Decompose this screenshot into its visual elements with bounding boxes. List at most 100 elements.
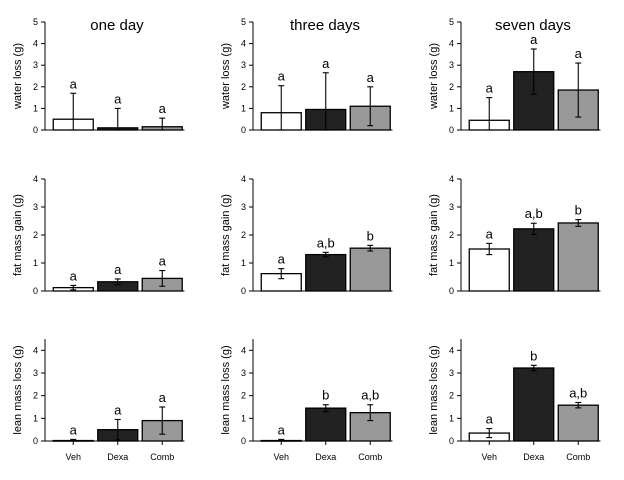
y-tick-label: 1 [33,258,38,268]
bar-dexa [513,228,555,292]
significance-label: a,b [569,385,587,400]
y-tick-label: 0 [449,436,454,446]
y-tick-label: 4 [449,39,454,49]
y-tick-label: 0 [241,436,246,446]
bar-comb [557,404,599,442]
y-tick-label: 3 [449,368,454,378]
y-tick-label: 4 [33,39,38,49]
y-tick-label: 2 [241,82,246,92]
significance-label: a [159,390,167,405]
y-tick-label: 1 [449,103,454,113]
significance-label: a [70,422,78,437]
y-tick-label: 3 [241,202,246,212]
significance-label: a,b [361,388,379,403]
bar-comb [557,222,599,292]
y-tick-label: 0 [33,436,38,446]
x-tick-label: Comb [358,452,382,462]
y-tick-label: 0 [449,286,454,296]
x-tick-label: Dexa [107,452,128,462]
significance-label: a,b [317,235,335,250]
y-axis-label: fat mass gain (g) [428,194,440,276]
x-tick-label: Comb [150,452,174,462]
y-tick-label: 5 [241,17,246,27]
y-tick-label: 3 [33,202,38,212]
y-tick-label: 2 [33,391,38,401]
y-tick-label: 2 [449,391,454,401]
y-axis-label: water loss (g) [428,43,440,110]
panel-3-3: 0 1 2 3 4 lean mass loss (g) a Veh b Dexa a,b Comb [428,339,601,462]
significance-label: a [575,46,583,61]
y-tick-label: 3 [241,60,246,70]
y-tick-label: 4 [241,39,246,49]
significance-label: b [575,203,582,218]
significance-label: a [486,412,494,427]
y-tick-label: 4 [33,345,38,355]
y-tick-label: 4 [241,345,246,355]
x-tick-label: Veh [481,452,497,462]
y-axis-label: water loss (g) [220,43,232,110]
y-axis-label: lean mass loss (g) [12,345,24,434]
y-tick-label: 2 [241,391,246,401]
significance-label: a [486,226,494,241]
y-tick-label: 2 [33,82,38,92]
panel-2-2: 0 1 2 3 4 fat mass gain (g) a a,b b [220,174,393,296]
x-tick-label: Veh [273,452,289,462]
y-tick-label: 0 [33,286,38,296]
y-tick-label: 4 [241,174,246,184]
significance-label: a [70,268,78,283]
y-tick-label: 4 [33,174,38,184]
y-tick-label: 3 [33,368,38,378]
bar-comb [349,247,391,292]
significance-label: a [114,262,122,277]
y-tick-label: 4 [449,174,454,184]
significance-label: a [530,32,538,47]
x-tick-label: Veh [65,452,81,462]
significance-label: a [322,56,330,71]
significance-label: b [322,388,329,403]
panel-title: one day [90,17,144,34]
bar-dexa [305,407,347,442]
significance-label: a,b [525,206,543,221]
panel-3-1: 0 1 2 3 4 lean mass loss (g) a Veh a Dexa a Comb [12,339,185,462]
x-tick-label: Dexa [315,452,336,462]
y-tick-label: 0 [241,125,246,135]
panel-3-2: 0 1 2 3 4 lean mass loss (g) a Veh b Dexa a,b Comb [220,339,393,462]
significance-label: a [159,101,167,116]
significance-label: a [278,252,286,267]
y-tick-label: 1 [241,413,246,423]
significance-label: a [159,254,167,269]
panel-2-3: 0 1 2 3 4 fat mass gain (g) a a,b b [428,174,601,296]
significance-label: a [114,91,122,106]
y-tick-label: 1 [33,103,38,113]
panel-2-1: 0 1 2 3 4 fat mass gain (g) a a a [12,174,185,296]
y-tick-label: 3 [449,202,454,212]
significance-label: a [70,76,78,91]
y-tick-label: 1 [241,103,246,113]
y-axis-label: lean mass loss (g) [220,345,232,434]
y-tick-label: 3 [33,60,38,70]
panel-1-3: seven days 0 1 2 3 4 5 water loss (g) a a a [428,17,601,135]
significance-label: a [486,81,494,96]
significance-label: a [114,402,122,417]
y-tick-label: 5 [33,17,38,27]
y-tick-label: 0 [33,125,38,135]
y-tick-label: 1 [241,258,246,268]
y-tick-label: 1 [449,258,454,268]
bar-dexa [305,253,347,292]
y-axis-label: fat mass gain (g) [12,194,24,276]
y-tick-label: 1 [449,413,454,423]
y-tick-label: 5 [449,17,454,27]
x-tick-label: Dexa [523,452,544,462]
bar-dexa [513,367,555,442]
y-tick-label: 1 [33,413,38,423]
y-tick-label: 3 [449,60,454,70]
panel-1-1: one day 0 1 2 3 4 5 water loss (g) a a a [12,17,185,135]
y-tick-label: 0 [449,125,454,135]
significance-label: a [278,69,286,84]
panel-title: seven days [495,17,571,34]
y-tick-label: 2 [33,230,38,240]
y-axis-label: lean mass loss (g) [428,345,440,434]
panel-1-2: three days 0 1 2 3 4 5 water loss (g) a a a [220,17,393,135]
y-tick-label: 2 [449,82,454,92]
